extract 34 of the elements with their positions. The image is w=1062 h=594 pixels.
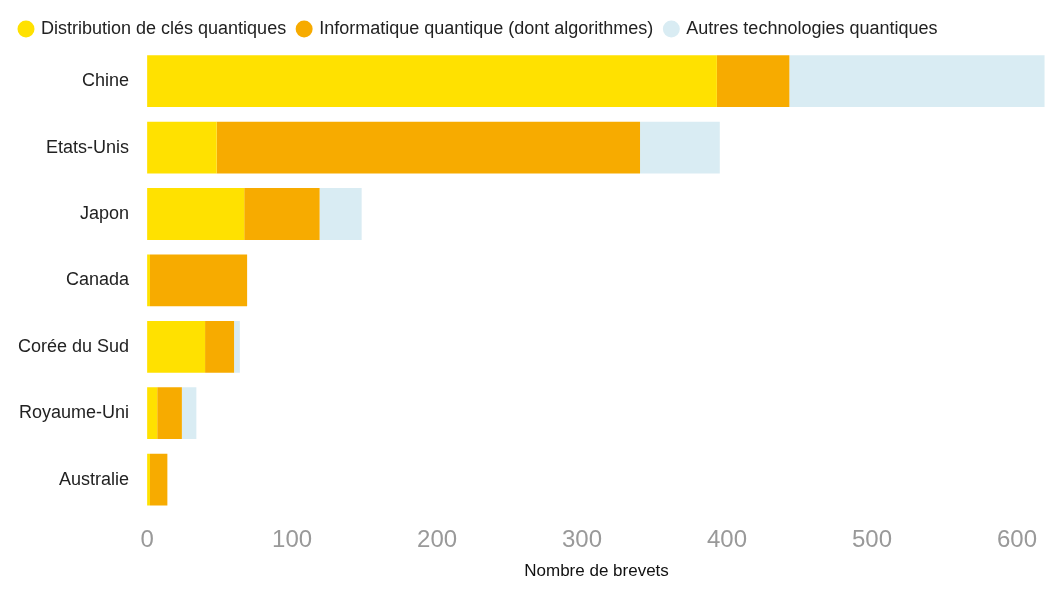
- y-tick-label: Japon: [80, 202, 130, 223]
- y-tick-label: Canada: [66, 269, 131, 290]
- bar: [147, 320, 206, 373]
- y-tick-label: Corée du Sud: [18, 335, 130, 356]
- x-tick-label: 400: [707, 524, 748, 552]
- y-tick-label: Australie: [59, 468, 130, 489]
- legend-label: Autres technologies quantiques: [686, 17, 938, 38]
- bar: [149, 453, 168, 506]
- bar: [181, 387, 197, 440]
- bar: [640, 121, 720, 174]
- y-tick-label: Etats-Unis: [46, 136, 130, 157]
- x-tick-label: 500: [851, 524, 893, 552]
- bar: [789, 55, 1045, 108]
- x-tick-label: 0: [140, 524, 154, 552]
- x-axis-title: Nombre de brevets: [524, 561, 669, 581]
- x-tick-label: 200: [417, 524, 458, 552]
- bar: [147, 55, 717, 108]
- x-tick-label: 100: [272, 524, 313, 552]
- bar: [147, 188, 245, 240]
- bar: [244, 188, 320, 240]
- y-tick-label: Royaume-Uni: [19, 402, 130, 423]
- x-tick-label: 300: [562, 524, 603, 552]
- legend-label: Informatique quantique (dont algorithmes): [319, 17, 654, 38]
- bar: [234, 320, 240, 373]
- bar: [147, 121, 217, 174]
- bar: [149, 254, 248, 307]
- x-tick-label: 600: [996, 524, 1038, 552]
- y-tick-label: Chine: [82, 70, 130, 91]
- bar: [157, 387, 182, 440]
- legend-label: Distribution de clés quantiques: [41, 17, 287, 38]
- bar: [205, 320, 235, 373]
- bar: [716, 55, 790, 108]
- bar: [319, 188, 362, 240]
- bar: [216, 121, 641, 174]
